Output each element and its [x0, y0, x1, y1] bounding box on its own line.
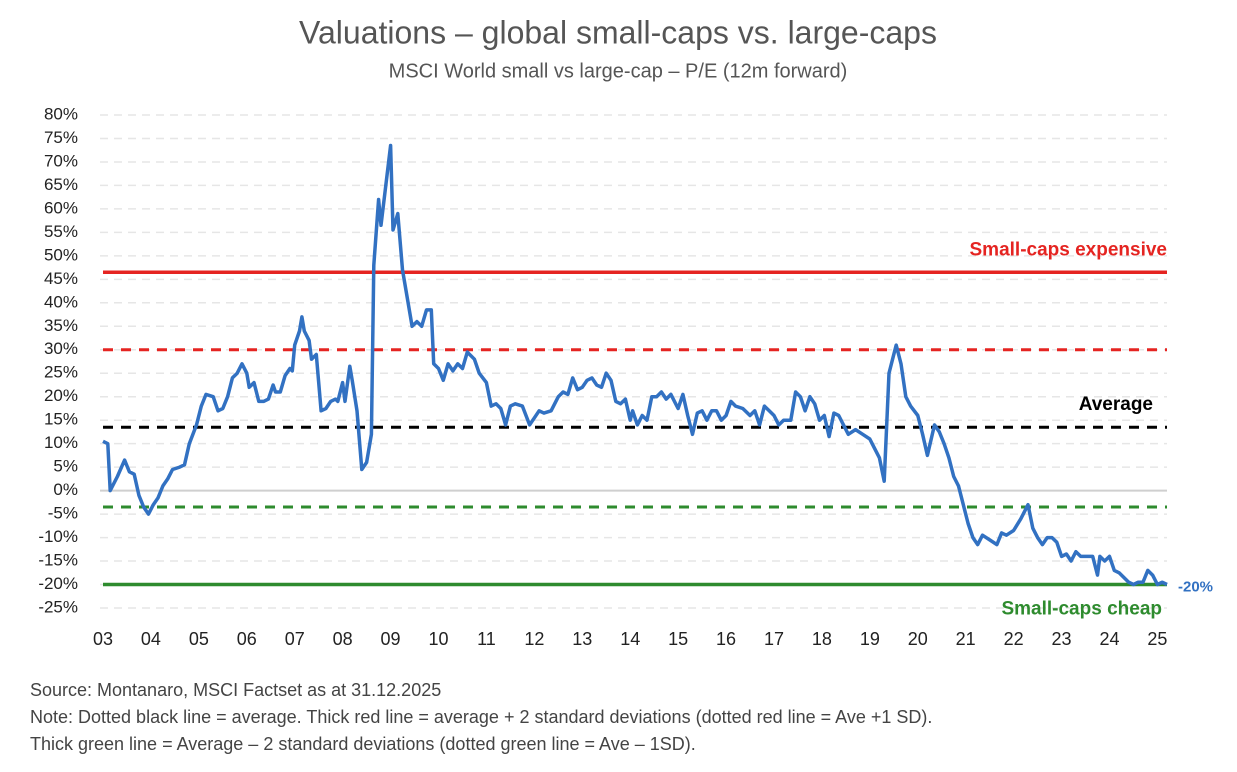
x-tick-label: 17 [764, 629, 784, 649]
x-tick-label: 06 [237, 629, 257, 649]
y-tick-label: -15% [38, 551, 78, 570]
end-label: -20% [1178, 578, 1213, 595]
x-tick-label: 03 [93, 629, 113, 649]
footnote: Source: Montanaro, MSCI Factset as at 31… [30, 680, 441, 700]
x-tick-label: 19 [860, 629, 880, 649]
y-tick-label: 50% [44, 245, 78, 264]
x-tick-label: 22 [1004, 629, 1024, 649]
x-tick-label: 04 [141, 629, 161, 649]
y-tick-label: 10% [44, 433, 78, 452]
x-tick-label: 15 [668, 629, 688, 649]
y-tick-label: 5% [53, 457, 78, 476]
x-tick-label: 25 [1147, 629, 1167, 649]
data-line [102, 143, 1168, 587]
y-tick-label: 40% [44, 292, 78, 311]
y-tick-label: 25% [44, 363, 78, 382]
chart-subtitle: MSCI World small vs large-cap – P/E (12m… [389, 60, 848, 82]
y-tick-label: -20% [38, 574, 78, 593]
y-tick-label: 70% [44, 151, 78, 170]
y-tick-label: -5% [48, 504, 78, 523]
y-tick-label: 15% [44, 410, 78, 429]
x-tick-label: 10 [428, 629, 448, 649]
x-tick-label: 20 [908, 629, 928, 649]
x-tick-label: 05 [189, 629, 209, 649]
x-tick-label: 13 [572, 629, 592, 649]
x-tick-label: 08 [333, 629, 353, 649]
y-tick-label: 65% [44, 175, 78, 194]
footnote: Thick green line = Average – 2 standard … [30, 734, 696, 754]
x-tick-label: 11 [477, 629, 496, 649]
x-tick-label: 21 [956, 629, 976, 649]
x-tick-label: 23 [1052, 629, 1072, 649]
y-tick-label: 75% [44, 128, 78, 147]
y-tick-label: 0% [53, 480, 78, 499]
x-tick-label: 16 [716, 629, 736, 649]
y-tick-label: 20% [44, 386, 78, 405]
y-tick-label: -10% [38, 527, 78, 546]
x-tick-label: 12 [524, 629, 544, 649]
reference-label: Small-caps expensive [970, 239, 1168, 260]
y-tick-label: 45% [44, 269, 78, 288]
reference-label: Average [1079, 394, 1153, 415]
chart-title: Valuations – global small-caps vs. large… [299, 14, 937, 50]
y-tick-label: 30% [44, 339, 78, 358]
x-tick-label: 24 [1099, 629, 1119, 649]
x-tick-label: 09 [381, 629, 401, 649]
y-tick-label: -25% [38, 597, 78, 616]
y-tick-label: 60% [44, 198, 78, 217]
x-tick-label: 14 [620, 629, 640, 649]
y-tick-label: 80% [44, 104, 78, 123]
footnote: Note: Dotted black line = average. Thick… [30, 707, 932, 727]
reference-label: Small-caps cheap [1001, 599, 1162, 620]
y-tick-label: 35% [44, 316, 78, 335]
y-tick-label: 55% [44, 222, 78, 241]
x-tick-label: 07 [285, 629, 305, 649]
x-tick-label: 18 [812, 629, 832, 649]
